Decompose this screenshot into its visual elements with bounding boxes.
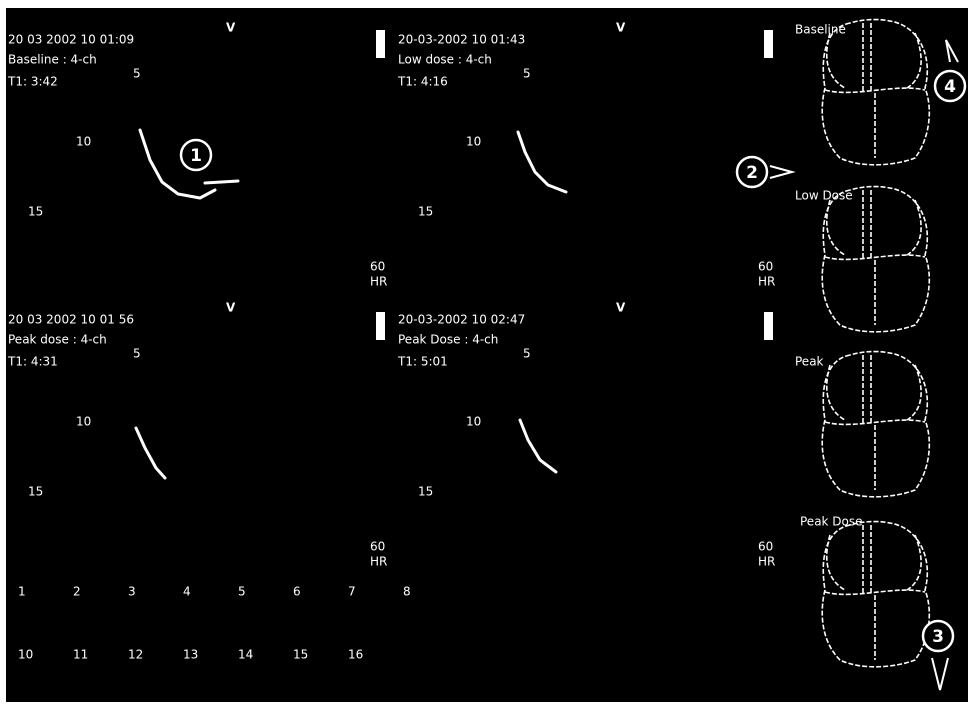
timestamp: 20-03-2002 10 01:43 [398,33,525,47]
depth-label: 10 [76,135,91,149]
callout-circle [921,619,955,653]
diagram-label: Peak Dose [800,515,863,529]
segment-label: 2 [73,585,81,599]
timestamp: 20 03 2002 10 01:09 [8,33,134,47]
t1-label: T1: 5:01 [397,355,448,369]
pointer [931,657,949,691]
segment-label: 6 [293,585,301,599]
timestamp: 20-03-2002 10 02:47 [398,313,525,327]
diagram-label: Baseline [795,23,846,37]
depth-label: 10 [466,135,481,149]
marker: V [226,21,236,35]
depth-label: 5 [523,347,531,361]
hr-value: 60 [758,540,773,554]
segment-label: 11 [73,648,88,662]
diagram-label: Peak [795,355,824,369]
hr-value: 60 [758,260,773,274]
echo-trace [516,130,568,194]
background [6,8,968,702]
hr-unit: HR [758,555,775,569]
segment-label: 7 [348,585,356,599]
callout-circle [179,138,213,172]
segment-label: 1 [18,585,26,599]
view-label: Peak dose : 4-ch [8,333,107,347]
depth-label: 10 [76,415,91,429]
segment-label: 14 [238,648,253,662]
marker: V [616,21,626,35]
hr-unit: HR [370,555,387,569]
callout: 2 [735,155,769,189]
bar [764,312,773,340]
callout: 4 [933,69,967,103]
depth-label: 15 [28,485,43,499]
callout: 3 [921,619,955,653]
marker: V [226,301,236,315]
hr-unit: HR [758,275,775,289]
diagram-label: Low Dose [795,189,853,203]
depth-label: 15 [28,205,43,219]
callout: 1 [179,138,213,172]
segment-label: 8 [403,585,411,599]
segment-label: 5 [238,585,246,599]
hr-value: 60 [370,540,385,554]
segment-label: 12 [128,648,143,662]
segment-label: 13 [183,648,198,662]
timestamp: 20 03 2002 10 01 56 [8,313,134,327]
depth-label: 10 [466,415,481,429]
callout-circle [933,69,967,103]
pointer [769,165,796,179]
depth-label: 5 [133,67,141,81]
bar [764,30,773,58]
segment-label: 15 [293,648,308,662]
callout-number: 4 [944,77,956,97]
view-label: Low dose : 4-ch [398,53,492,67]
segment-label: 16 [348,648,363,662]
t1-label: T1: 4:16 [397,75,448,89]
callout-number: 2 [746,163,758,183]
pointer [945,39,959,63]
echo-trace [134,426,167,480]
depth-label: 15 [418,205,433,219]
bar [376,312,385,340]
callout-circle [735,155,769,189]
bar [376,30,385,58]
depth-label: 5 [523,67,531,81]
segment-label: 10 [18,648,33,662]
view-label: Peak Dose : 4-ch [398,333,498,347]
marker: V [616,301,626,315]
echo-trace [138,128,240,200]
hr-unit: HR [370,275,387,289]
t1-label: T1: 4:31 [7,355,58,369]
segment-label: 4 [183,585,191,599]
callout-number: 3 [932,627,944,647]
hr-value: 60 [370,260,385,274]
depth-label: 5 [133,347,141,361]
depth-label: 15 [418,485,433,499]
echo-trace [518,418,558,474]
callout-number: 1 [190,146,202,166]
view-label: Baseline : 4-ch [8,53,97,67]
segment-label: 3 [128,585,136,599]
t1-label: T1: 3:42 [7,75,58,89]
